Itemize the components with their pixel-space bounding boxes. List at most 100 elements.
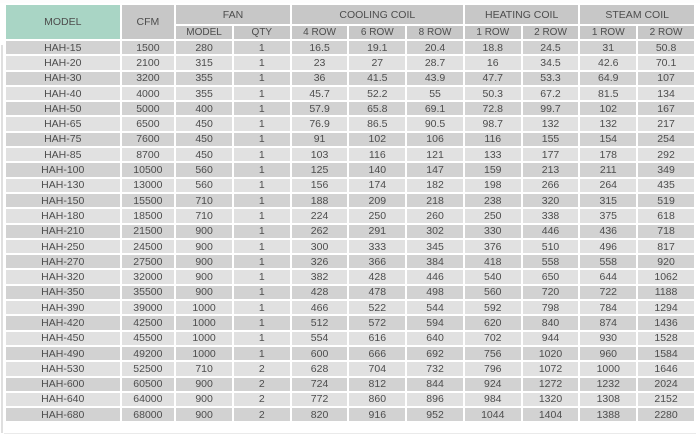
value-cell: 710	[176, 193, 232, 208]
table-row: HAH-390 39000 1000 1 466 522 544 592 798 784 1294	[6, 301, 694, 315]
value-cell: 900	[176, 377, 232, 391]
value-cell: 1320	[522, 392, 579, 407]
table-row: HAH-40 4000 355 1 45.7 52.2 55 50.3 67.2 81.5 134	[6, 86, 694, 101]
value-cell: 1	[233, 71, 290, 85]
model-cell: HAH-20	[6, 56, 120, 70]
spec-sheet-page: MODEL CFM FAN COOLING COIL HEATING COIL …	[0, 3, 700, 434]
value-cell: 616	[349, 331, 406, 345]
model-cell: HAH-75	[6, 132, 120, 147]
value-cell: 2	[233, 362, 290, 376]
table-row: HAH-30 3200 355 1 36 41.5 43.9 47.7 53.3 64.9 107	[6, 71, 694, 85]
value-cell: 31	[580, 41, 637, 55]
value-cell: 213	[522, 163, 579, 177]
subheader-cooling-8row: 8 ROW	[407, 26, 463, 39]
value-cell: 106	[407, 132, 463, 147]
value-cell: 65.8	[349, 102, 406, 116]
value-cell: 1	[233, 316, 290, 330]
value-cell: 702	[464, 331, 521, 345]
subheader-heating-1row: 1 ROW	[464, 26, 521, 39]
table-row: HAH-350 35500 900 1 428 478 498 560 720 722 1188	[6, 285, 694, 300]
value-cell: 952	[407, 408, 463, 422]
value-cell: 217	[638, 117, 694, 131]
value-cell: 2	[233, 392, 290, 407]
value-cell: 724	[291, 377, 348, 391]
value-cell: 916	[349, 408, 406, 422]
value-cell: 1	[233, 178, 290, 192]
table-header: MODEL CFM FAN COOLING COIL HEATING COIL …	[6, 5, 694, 39]
value-cell: 68000	[121, 408, 175, 422]
value-cell: 450	[176, 148, 232, 162]
value-cell: 98.7	[464, 117, 521, 131]
model-cell: HAH-180	[6, 209, 120, 223]
value-cell: 103	[291, 148, 348, 162]
value-cell: 496	[580, 239, 637, 254]
value-cell: 1	[233, 224, 290, 238]
value-cell: 315	[580, 193, 637, 208]
subheader-heating-2row: 2 ROW	[522, 26, 579, 39]
subheader-steam-2row: 2 ROW	[638, 26, 694, 39]
value-cell: 86.5	[349, 117, 406, 131]
value-cell: 1404	[522, 408, 579, 422]
value-cell: 5000	[121, 102, 175, 116]
value-cell: 1	[233, 209, 290, 223]
value-cell: 1	[233, 239, 290, 254]
value-cell: 944	[522, 331, 579, 345]
value-cell: 640	[407, 331, 463, 345]
value-cell: 4000	[121, 86, 175, 101]
value-cell: 376	[464, 239, 521, 254]
value-cell: 1072	[522, 362, 579, 376]
value-cell: 72.8	[464, 102, 521, 116]
subheader-steam-1row: 1 ROW	[580, 26, 637, 39]
value-cell: 330	[464, 224, 521, 238]
value-cell: 60500	[121, 377, 175, 391]
value-cell: 47.7	[464, 71, 521, 85]
table-row: HAH-530 52500 710 2 628 704 732 796 1072 1000 1646	[6, 362, 694, 376]
value-cell: 435	[638, 178, 694, 192]
value-cell: 960	[580, 346, 637, 361]
model-cell: HAH-50	[6, 102, 120, 116]
value-cell: 238	[464, 193, 521, 208]
value-cell: 1000	[176, 301, 232, 315]
value-cell: 900	[176, 408, 232, 422]
table-row: HAH-20 2100 315 1 23 27 28.7 16 34.5 42.6 70.1	[6, 56, 694, 70]
value-cell: 560	[464, 285, 521, 300]
value-cell: 1	[233, 41, 290, 55]
value-cell: 558	[522, 255, 579, 269]
model-cell: HAH-15	[6, 41, 120, 55]
value-cell: 52.2	[349, 86, 406, 101]
value-cell: 15500	[121, 193, 175, 208]
value-cell: 125	[291, 163, 348, 177]
value-cell: 450	[176, 117, 232, 131]
value-cell: 732	[407, 362, 463, 376]
value-cell: 67.2	[522, 86, 579, 101]
value-cell: 50.3	[464, 86, 521, 101]
value-cell: 1436	[638, 316, 694, 330]
value-cell: 1020	[522, 346, 579, 361]
model-cell: HAH-680	[6, 408, 120, 422]
value-cell: 24.5	[522, 41, 579, 55]
table-row: HAH-250 24500 900 1 300 333 345 376 510 496 817	[6, 239, 694, 254]
value-cell: 182	[407, 178, 463, 192]
model-cell: HAH-450	[6, 331, 120, 345]
value-cell: 116	[464, 132, 521, 147]
value-cell: 349	[638, 163, 694, 177]
value-cell: 211	[580, 163, 637, 177]
value-cell: 1	[233, 301, 290, 315]
value-cell: 20.4	[407, 41, 463, 55]
value-cell: 34.5	[522, 56, 579, 70]
value-cell: 375	[580, 209, 637, 223]
value-cell: 178	[580, 148, 637, 162]
value-cell: 510	[522, 239, 579, 254]
value-cell: 820	[291, 408, 348, 422]
value-cell: 264	[580, 178, 637, 192]
value-cell: 2280	[638, 408, 694, 422]
value-cell: 2152	[638, 392, 694, 407]
value-cell: 1000	[580, 362, 637, 376]
value-cell: 512	[291, 316, 348, 330]
value-cell: 218	[407, 193, 463, 208]
value-cell: 710	[176, 362, 232, 376]
table-row: HAH-75 7600 450 1 91 102 106 116 155 154 254	[6, 132, 694, 147]
model-cell: HAH-210	[6, 224, 120, 238]
value-cell: 560	[176, 163, 232, 177]
model-cell: HAH-420	[6, 316, 120, 330]
